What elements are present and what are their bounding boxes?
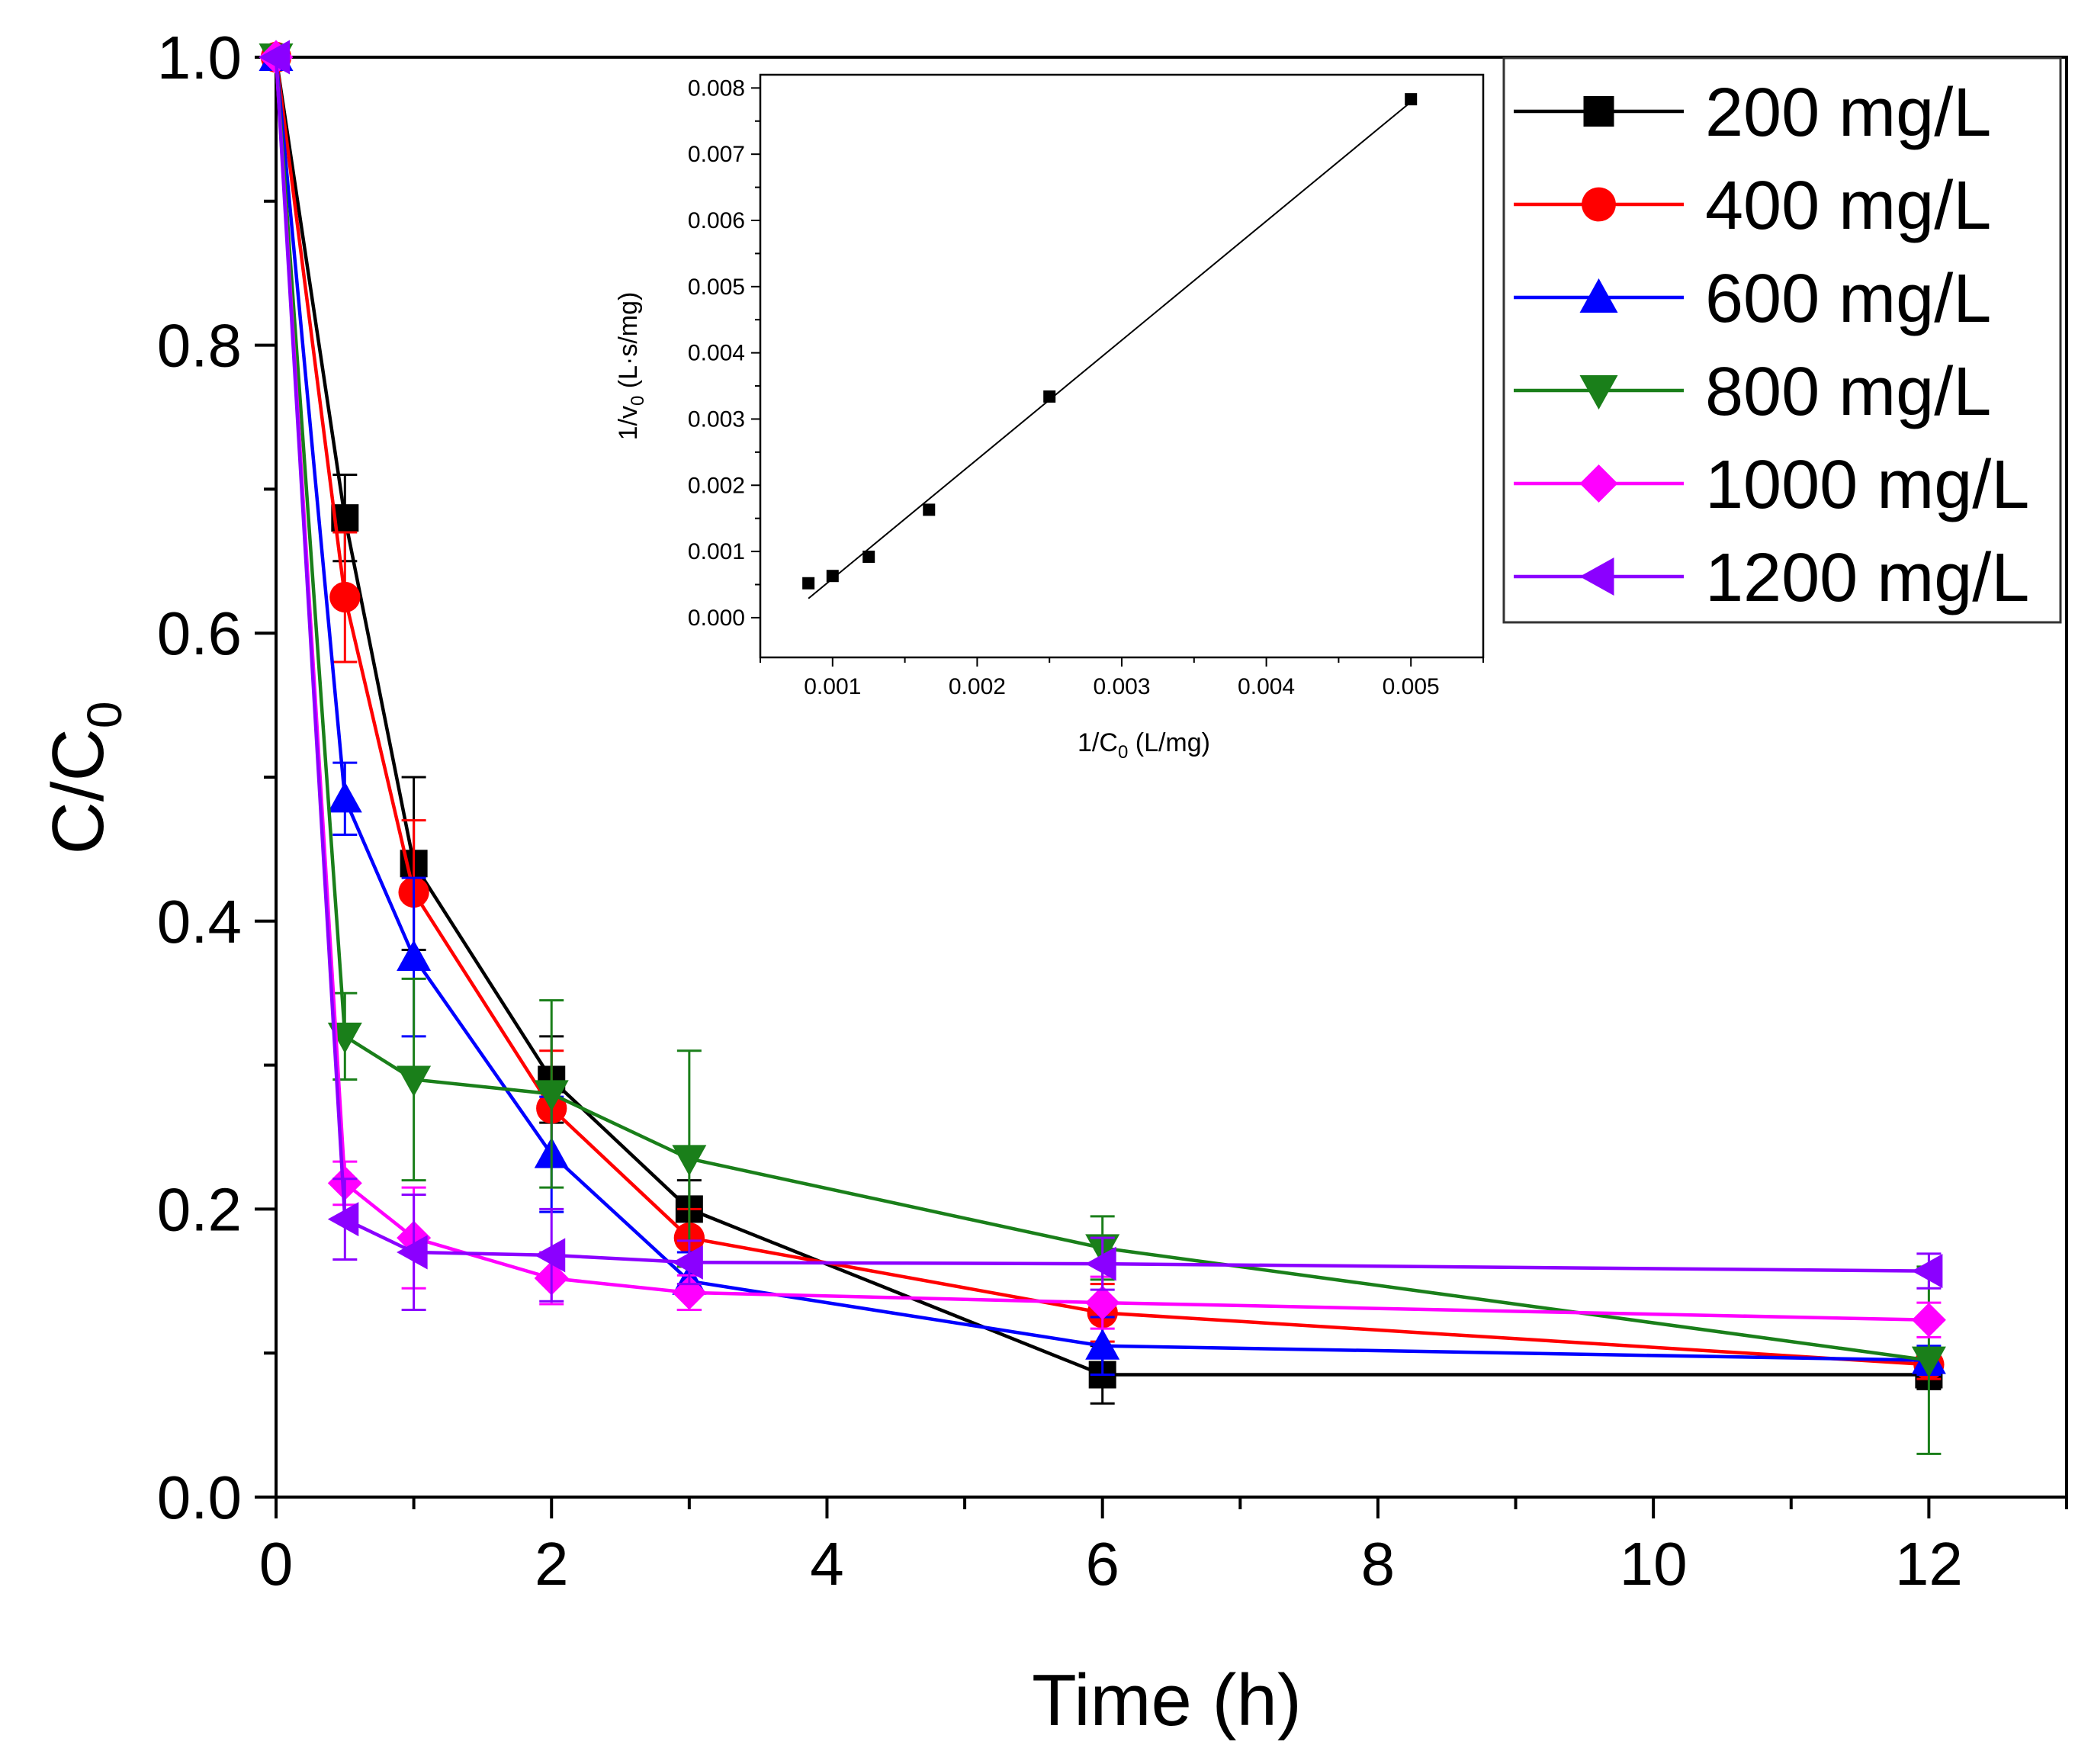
data-point — [534, 1238, 566, 1273]
legend: 200 mg/L 400 mg/L 600 mg/L 800 mg/L 1000 mg/… — [1502, 56, 2062, 624]
data-point — [672, 1145, 707, 1176]
main-y-tick-label: 0.2 — [157, 1175, 242, 1243]
legend-item-200-mg-l: 200 mg/L — [1514, 75, 1991, 151]
inset-fit-line — [808, 101, 1412, 599]
data-point — [397, 1065, 432, 1097]
main-y-tick-label: 0.4 — [157, 888, 242, 956]
main-y-axis-title-main: C/C — [37, 728, 119, 854]
data-point — [1085, 1246, 1116, 1281]
inset-x-axis: 0.001 0.002 0.003 0.004 0.005 — [760, 657, 1484, 699]
inset-y-tick-label: 0.004 — [688, 341, 745, 366]
main-y-axis-title-subscript: 0 — [77, 702, 132, 729]
main-y-axis-title: C/C0 — [37, 702, 132, 855]
main-x-tick-label: 6 — [1085, 1530, 1119, 1598]
data-point — [1911, 1254, 1943, 1289]
legend-label: 1200 mg/L — [1705, 540, 2029, 616]
main-series-group — [259, 40, 1946, 1455]
data-point — [329, 581, 361, 613]
inset-data-point — [1043, 390, 1056, 403]
legend-marker — [1583, 96, 1614, 127]
data-point — [327, 1202, 359, 1237]
inset-y-tick-label: 0.001 — [688, 539, 745, 564]
main-x-axis-title: Time (h) — [1032, 1660, 1302, 1741]
inset-plot-frame — [759, 73, 1485, 659]
main-x-tick-label: 12 — [1895, 1530, 1963, 1598]
inset-data-point — [923, 503, 936, 516]
inset-x-tick-label: 0.002 — [949, 674, 1006, 699]
inset-chart: 0.001 0.002 0.003 0.004 0.005 0.0000.0010.00… — [614, 73, 1485, 763]
inset-y-axis-title: 1/v0 (L·s/mg) — [614, 292, 648, 441]
inset-data-point — [802, 577, 815, 590]
inset-x-tick-label: 0.004 — [1238, 674, 1295, 699]
data-point — [672, 1245, 703, 1280]
legend-items: 200 mg/L 400 mg/L 600 mg/L 800 mg/L 1000 mg/… — [1514, 75, 2029, 616]
inset-y-tick-label: 0.007 — [688, 142, 745, 167]
main-y-tick-label: 0.6 — [157, 599, 242, 667]
legend-label: 400 mg/L — [1705, 168, 1991, 244]
legend-label: 200 mg/L — [1705, 75, 1991, 151]
data-point — [1911, 1346, 1946, 1378]
inset-y-tick-label: 0.008 — [688, 76, 745, 101]
legend-item-1200-mg-l: 1200 mg/L — [1514, 540, 2029, 616]
inset-y-tick-label: 0.005 — [688, 275, 745, 300]
legend-item-400-mg-l: 400 mg/L — [1514, 168, 1991, 244]
main-chart: 0 2 4 6 8 10 12 0.0 0.2 0.4 0.6 0.8 1.0 Time (h) C/… — [37, 24, 2068, 1741]
main-y-tick-label: 1.0 — [157, 24, 242, 92]
data-point — [259, 40, 290, 75]
main-x-tick-label: 8 — [1361, 1530, 1396, 1598]
main-x-tick-label: 0 — [259, 1530, 294, 1598]
legend-label: 1000 mg/L — [1705, 447, 2029, 523]
legend-marker — [1579, 464, 1618, 503]
inset-y-tick-label: 0.003 — [688, 406, 745, 432]
legend-marker — [1579, 375, 1618, 410]
main-y-tick-label: 0.8 — [157, 312, 242, 380]
inset-x-tick-label: 0.001 — [804, 674, 861, 699]
data-point — [534, 1080, 569, 1111]
data-point — [397, 1235, 428, 1270]
inset-y-tick-label: 0.000 — [688, 606, 745, 631]
data-point — [1911, 1303, 1946, 1338]
series-1200-mg-l — [259, 40, 1943, 1312]
legend-item-800-mg-l: 800 mg/L — [1514, 354, 1991, 430]
main-x-tick-label: 2 — [535, 1530, 569, 1598]
inset-data-point — [1405, 93, 1418, 106]
inset-y-tick-label: 0.006 — [688, 208, 745, 233]
main-y-axis: 0.0 0.2 0.4 0.6 0.8 1.0 — [157, 24, 276, 1531]
inset-y-tick-label: 0.002 — [688, 473, 745, 498]
data-point — [397, 940, 432, 971]
legend-label: 800 mg/L — [1705, 354, 1991, 430]
main-x-tick-label: 10 — [1620, 1530, 1688, 1598]
inset-x-axis-title: 1/C0 (L/mg) — [1078, 728, 1210, 763]
legend-marker — [1582, 187, 1616, 222]
main-x-axis: 0 2 4 6 8 10 12 — [259, 1497, 2068, 1598]
inset-x-tick-label: 0.003 — [1093, 674, 1150, 699]
inset-plot-area — [802, 93, 1418, 599]
legend-marker — [1579, 557, 1614, 596]
legend-box — [1502, 56, 2062, 624]
inset-y-axis: 0.000 0.001 0.002 0.003 0.004 0.005 0.006 0.007… — [688, 76, 760, 631]
inset-data-point — [862, 551, 875, 564]
legend-marker — [1579, 278, 1618, 313]
legend-item-600-mg-l: 600 mg/L — [1514, 261, 1991, 337]
main-y-tick-label: 0.0 — [157, 1464, 242, 1531]
legend-label: 600 mg/L — [1705, 261, 1991, 337]
main-x-tick-label: 4 — [810, 1530, 844, 1598]
inset-data-point — [826, 570, 839, 583]
legend-item-1000-mg-l: 1000 mg/L — [1514, 447, 2029, 523]
data-point — [1085, 1285, 1120, 1320]
data-point — [327, 781, 362, 813]
data-point — [1085, 1329, 1120, 1360]
inset-x-tick-label: 0.005 — [1383, 674, 1440, 699]
